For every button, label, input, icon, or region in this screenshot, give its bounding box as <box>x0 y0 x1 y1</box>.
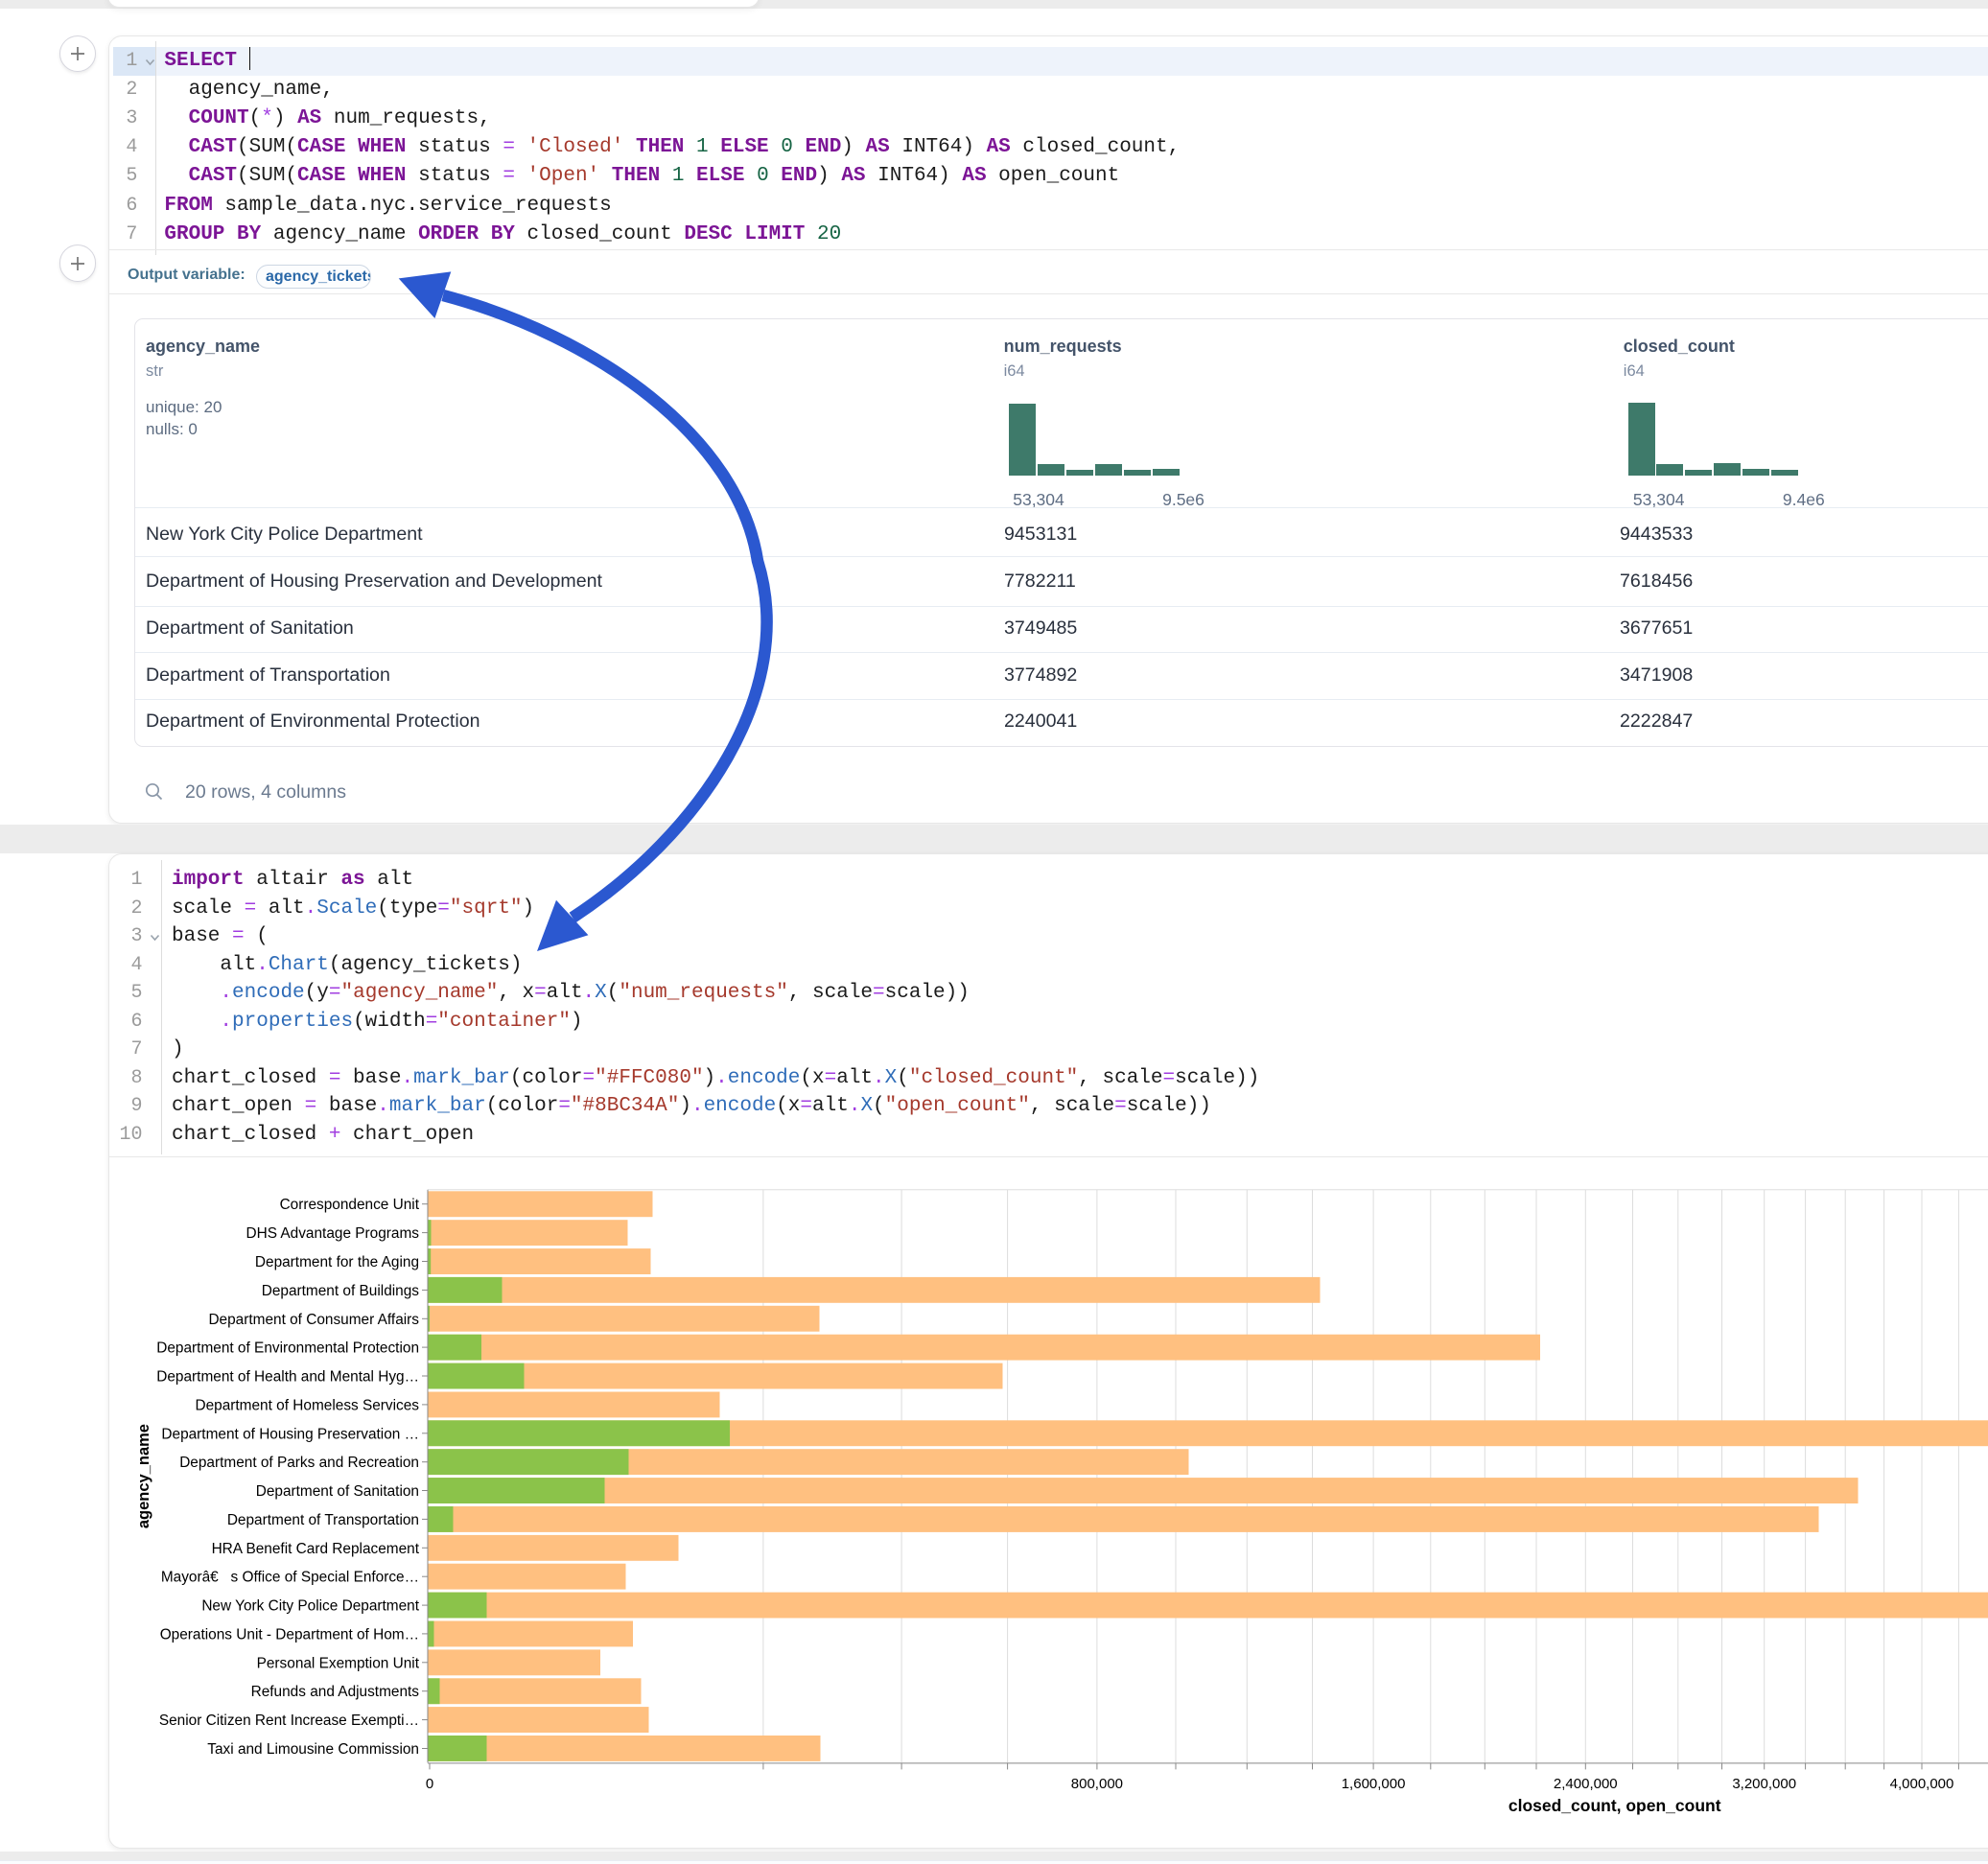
svg-text:1,600,000: 1,600,000 <box>1342 1776 1406 1792</box>
svg-text:agency_name: agency_name <box>135 1424 152 1528</box>
svg-text:Department of Consumer Affairs: Department of Consumer Affairs <box>208 1312 419 1328</box>
svg-text:800,000: 800,000 <box>1071 1776 1123 1792</box>
svg-text:4,000,000: 4,000,000 <box>1890 1776 1954 1792</box>
svg-text:Department of Health and Menta: Department of Health and Mental Hyg… <box>156 1369 419 1386</box>
svg-text:Department of Sanitation: Department of Sanitation <box>256 1483 419 1500</box>
svg-text:Department of Homeless Service: Department of Homeless Services <box>195 1397 419 1413</box>
svg-text:3,200,000: 3,200,000 <box>1732 1776 1796 1792</box>
svg-text:Department of Transportation: Department of Transportation <box>227 1512 419 1528</box>
svg-text:Department of Housing Preserva: Department of Housing Preservation … <box>161 1426 419 1442</box>
svg-text:Department of Environmental Pr: Department of Environmental Protection <box>156 1340 419 1357</box>
svg-text:HRA Benefit Card Replacement: HRA Benefit Card Replacement <box>212 1541 420 1557</box>
svg-text:Department of Parks and Recrea: Department of Parks and Recreation <box>179 1455 419 1471</box>
svg-text:Taxi and Limousine Commission: Taxi and Limousine Commission <box>207 1741 419 1758</box>
svg-text:New York City Police Departmen: New York City Police Department <box>201 1598 419 1615</box>
svg-text:Mayorâ€ s Office of Special: Mayorâ€ s Office of Special Enforce… <box>161 1570 419 1586</box>
svg-text:Refunds and Adjustments: Refunds and Adjustments <box>251 1684 420 1700</box>
svg-text:Department for the Aging: Department for the Aging <box>255 1254 419 1270</box>
svg-text:Personal Exemption Unit: Personal Exemption Unit <box>257 1655 420 1671</box>
svg-text:Correspondence Unit: Correspondence Unit <box>280 1197 420 1213</box>
svg-text:closed_count, open_count: closed_count, open_count <box>1509 1796 1721 1815</box>
svg-text:Operations Unit - Department o: Operations Unit - Department of Hom… <box>160 1626 419 1643</box>
svg-text:Senior Citizen Rent Increase E: Senior Citizen Rent Increase Exempti… <box>159 1713 419 1729</box>
svg-text:Department of Buildings: Department of Buildings <box>262 1283 420 1299</box>
svg-text:DHS Advantage Programs: DHS Advantage Programs <box>246 1225 419 1242</box>
svg-text:0: 0 <box>426 1776 433 1792</box>
svg-text:2,400,000: 2,400,000 <box>1554 1776 1618 1792</box>
